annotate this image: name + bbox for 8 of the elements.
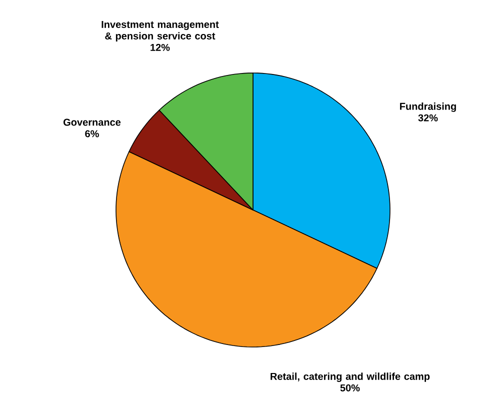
slice-label: Governance <box>64 118 121 126</box>
data-label: 32% <box>418 114 438 122</box>
data-label: 6% <box>85 130 99 138</box>
slice-label: Fundraising <box>400 102 456 112</box>
slice-label: Investment management & pension service cost <box>102 21 219 42</box>
slice-label: Retail, catering and wildlife camp <box>270 372 430 382</box>
data-label: 12% <box>150 44 170 51</box>
data-label: 50% <box>340 384 360 392</box>
